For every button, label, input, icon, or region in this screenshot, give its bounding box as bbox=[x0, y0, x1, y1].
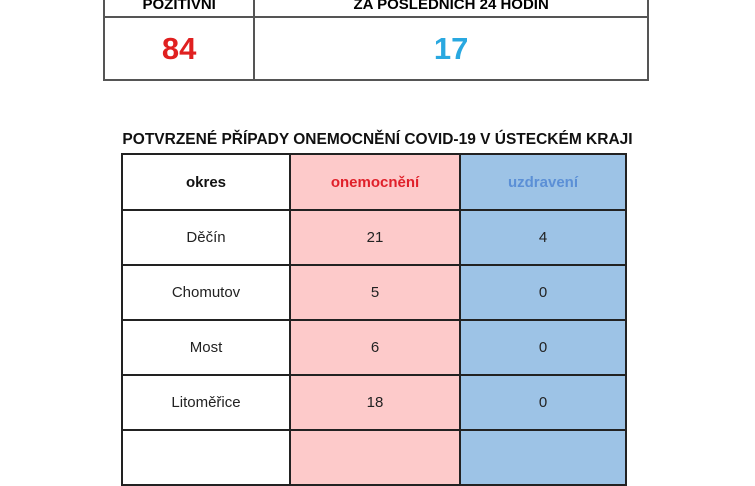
cases-table: okres onemocnění uzdravení Děčín 21 4 Chomu… bbox=[121, 153, 627, 486]
header-row: okres onemocnění uzdravení bbox=[121, 153, 627, 211]
recovered-cell: 0 bbox=[459, 264, 627, 321]
last-24h-count: 17 bbox=[253, 16, 649, 81]
table-row bbox=[121, 429, 627, 486]
summary-table: POZITIVNÍ ZA POSLEDNÍCH 24 HODIN 84 17 bbox=[102, 0, 649, 81]
cases-cell: 6 bbox=[289, 319, 461, 376]
cases-header: onemocnění bbox=[289, 153, 461, 211]
district-header: okres bbox=[121, 153, 291, 211]
cases-cell: 18 bbox=[289, 374, 461, 431]
district-cell bbox=[121, 429, 291, 486]
district-cell: Most bbox=[121, 319, 291, 376]
recovered-cell bbox=[459, 429, 627, 486]
recovered-cell: 0 bbox=[459, 374, 627, 431]
recovered-cell: 0 bbox=[459, 319, 627, 376]
cases-cell: 21 bbox=[289, 209, 461, 266]
table-row: Litoměřice 18 0 bbox=[121, 374, 627, 431]
table-row: Chomutov 5 0 bbox=[121, 264, 627, 321]
district-cell: Chomutov bbox=[121, 264, 291, 321]
cases-cell bbox=[289, 429, 461, 486]
positive-header: POZITIVNÍ bbox=[102, 0, 256, 18]
table-title: POTVRZENÉ PŘÍPADY ONEMOCNĚNÍ COVID-19 V … bbox=[122, 131, 633, 148]
last-24h-header: ZA POSLEDNÍCH 24 HODIN bbox=[253, 0, 649, 18]
district-cell: Děčín bbox=[121, 209, 291, 266]
table-row: Most 6 0 bbox=[121, 319, 627, 376]
table-row: Děčín 21 4 bbox=[121, 209, 627, 266]
recovered-cell: 4 bbox=[459, 209, 627, 266]
recovered-header: uzdravení bbox=[459, 153, 627, 211]
cases-cell: 5 bbox=[289, 264, 461, 321]
district-cell: Litoměřice bbox=[121, 374, 291, 431]
positive-count: 84 bbox=[102, 16, 256, 81]
